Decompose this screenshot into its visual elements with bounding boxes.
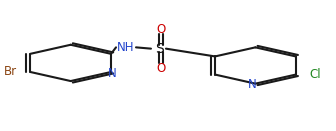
Text: N: N xyxy=(108,67,117,80)
Text: Br: Br xyxy=(4,66,17,78)
Text: O: O xyxy=(156,23,166,36)
Text: NH: NH xyxy=(117,41,135,54)
Text: O: O xyxy=(156,62,166,75)
Text: Cl: Cl xyxy=(309,68,321,81)
Text: S: S xyxy=(155,42,164,56)
Text: N: N xyxy=(248,78,256,91)
